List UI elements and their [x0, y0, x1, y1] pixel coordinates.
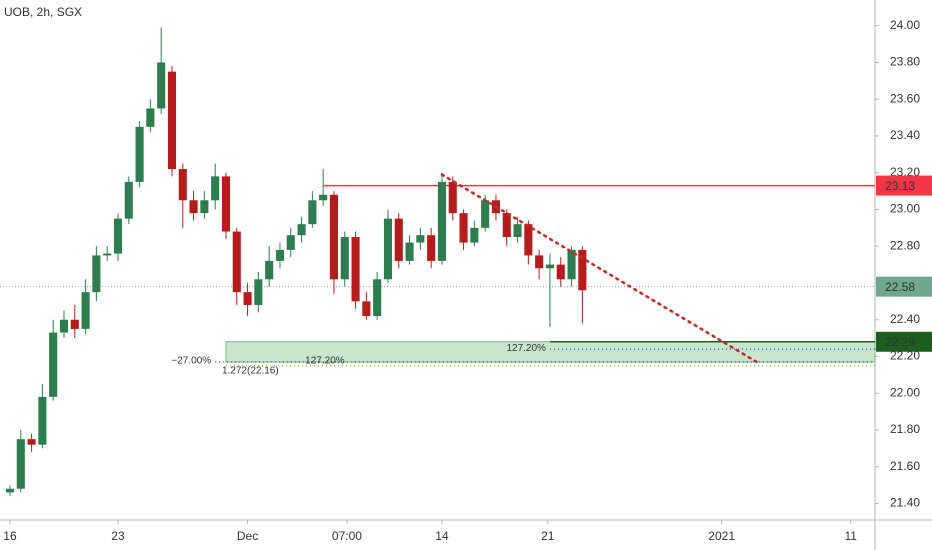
candle-body: [49, 332, 58, 397]
y-tick-label: 23.00: [890, 202, 920, 216]
candle-body: [405, 242, 414, 261]
zone-price-box: [876, 331, 932, 352]
candle-body: [200, 200, 209, 214]
trend-line: [440, 173, 758, 364]
candle-body: [513, 224, 522, 238]
y-tick-label: 24.00: [890, 18, 920, 32]
y-tick-label: 23.60: [890, 91, 920, 105]
resistance-price-box: [876, 175, 932, 196]
candle-body: [340, 237, 349, 280]
y-tick-label: 22.80: [890, 238, 920, 252]
x-tick-label: 07:00: [332, 529, 362, 543]
x-tick-label: 21: [541, 529, 555, 543]
candle-body: [265, 260, 274, 280]
candle-body: [567, 249, 576, 280]
candle-body: [459, 213, 468, 243]
candle-body: [254, 279, 263, 306]
candle-body: [535, 255, 544, 269]
candle-body: [481, 200, 490, 228]
y-tick-label: 22.00: [890, 385, 920, 399]
y-tick-label: 23.80: [890, 55, 920, 69]
candle-body: [437, 181, 447, 261]
candle-body: [59, 319, 69, 333]
candle-body: [275, 249, 285, 261]
candle-body: [394, 218, 403, 261]
zone-price-label: 22.28: [885, 335, 915, 349]
candle-body: [286, 235, 295, 250]
candle-body: [221, 176, 231, 232]
candle-body: [103, 253, 112, 256]
candle-body: [297, 224, 306, 236]
candle-body: [167, 71, 177, 170]
candle-body: [157, 62, 166, 109]
y-tick-label: 21.80: [890, 422, 920, 436]
y-tick-label: 21.40: [890, 496, 920, 510]
candle-body: [5, 488, 15, 493]
x-tick-label: 14: [435, 529, 449, 543]
candle-body: [81, 292, 90, 329]
candle-body: [362, 301, 371, 317]
candle-body: [308, 200, 317, 225]
y-tick-label: 23.40: [890, 128, 920, 142]
candle-body: [211, 176, 220, 201]
x-tick-label: Dec: [237, 529, 258, 543]
last-price-price-box: [876, 276, 932, 297]
candle-body: [556, 264, 565, 280]
x-tick-label: 2021: [708, 529, 735, 543]
x-tick-label: 16: [3, 529, 17, 543]
candle-body: [232, 231, 241, 293]
candle-body: [416, 235, 425, 243]
candle-body: [70, 319, 79, 329]
candle-body: [351, 237, 360, 302]
candle-body: [524, 224, 533, 256]
candle-body: [448, 181, 457, 214]
y-tick-label: 22.40: [890, 312, 920, 326]
candle-body: [178, 169, 187, 201]
last-price-price-label: 22.58: [885, 280, 915, 294]
fib-label: 127.20%: [305, 356, 345, 367]
candle-body: [135, 126, 144, 182]
candle-body: [383, 218, 393, 280]
candle-body: [243, 292, 252, 306]
candle-body: [38, 396, 47, 445]
candle-body: [27, 439, 36, 445]
candle-body: [92, 255, 101, 293]
x-tick-label: 11: [844, 529, 857, 543]
candle-body: [124, 181, 133, 219]
chart-title: UOB, 2h, SGX: [4, 5, 82, 19]
candle-body: [146, 108, 155, 127]
candle-body: [545, 264, 554, 269]
fib-label: 1.272(22.16): [222, 365, 279, 376]
fib-label: −27.00%: [171, 356, 211, 367]
candle-body: [329, 194, 339, 280]
candle-body: [502, 213, 511, 238]
fib-label: 127.20%: [506, 343, 546, 354]
candle-body: [16, 439, 25, 489]
candle-body: [578, 249, 587, 291]
candle-body: [427, 235, 436, 261]
y-tick-label: 22.20: [890, 349, 920, 363]
candle-body: [113, 218, 123, 254]
x-tick-label: 23: [111, 529, 125, 543]
y-tick-label: 23.20: [890, 165, 920, 179]
candle-body: [189, 200, 198, 214]
candle-body: [319, 194, 328, 201]
y-tick-label: 21.60: [890, 459, 920, 473]
candle-body: [470, 227, 479, 243]
candle-body: [373, 279, 382, 317]
resistance-price-label: 23.13: [885, 179, 915, 193]
